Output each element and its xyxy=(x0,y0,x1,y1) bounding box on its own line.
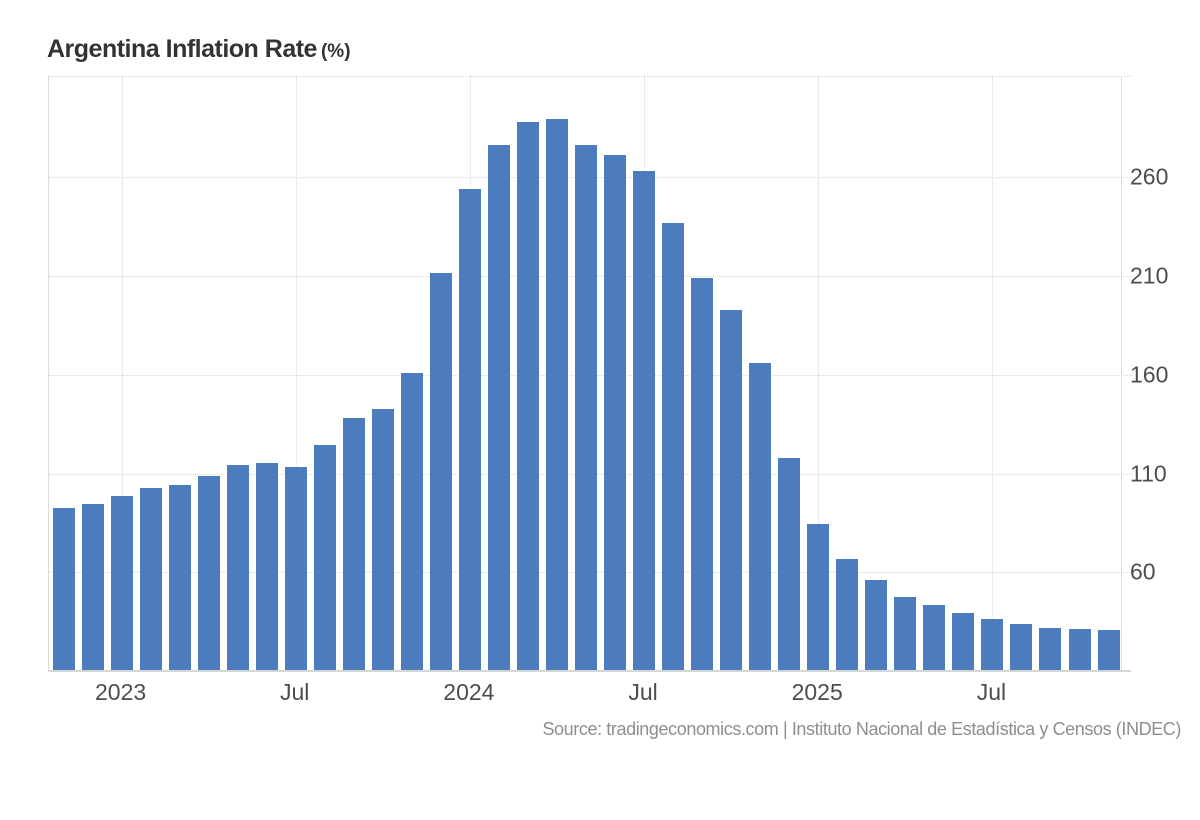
v-gridline xyxy=(121,76,123,670)
bar-jan-2024[interactable] xyxy=(458,188,481,670)
bar-dec-2023[interactable] xyxy=(429,273,452,670)
bar-jul-2023[interactable] xyxy=(284,466,307,670)
bar-jun-2024[interactable] xyxy=(604,154,626,670)
bar-dec-2024[interactable] xyxy=(778,458,801,670)
bar-sep-2025[interactable] xyxy=(1039,627,1062,670)
bar-oct-2025[interactable] xyxy=(1068,628,1091,670)
bar-oct-2024[interactable] xyxy=(720,309,743,670)
x-tick-label: Jul xyxy=(279,679,310,705)
bar-jul-2024[interactable] xyxy=(633,170,656,670)
bar-sep-2023[interactable] xyxy=(342,417,365,670)
bar-nov-2024[interactable] xyxy=(749,362,772,670)
plot-top-border xyxy=(49,76,1132,77)
bar-feb-2024[interactable] xyxy=(487,145,510,670)
bar-aug-2023[interactable] xyxy=(313,445,336,670)
bar-nov-2023[interactable] xyxy=(400,373,423,670)
y-tick-label: 160 xyxy=(1130,361,1169,388)
x-tick-label: Jul xyxy=(628,679,658,705)
y-tick-label: 210 xyxy=(1130,262,1169,289)
bar-aug-2025[interactable] xyxy=(1010,624,1033,670)
bar-jun-2023[interactable] xyxy=(255,462,278,670)
bar-feb-2025[interactable] xyxy=(836,558,859,670)
bar-jan-2023[interactable] xyxy=(110,495,133,670)
chart-title: Argentina Inflation Rate (%) xyxy=(47,34,351,68)
bar-nov-2022[interactable] xyxy=(52,508,75,670)
bar-oct-2023[interactable] xyxy=(371,408,394,670)
chart-title-text: Argentina Inflation Rate xyxy=(47,35,317,63)
chart-title-unit: (%) xyxy=(320,41,351,62)
y-tick-label: 60 xyxy=(1130,558,1156,585)
x-tick-label: Jul xyxy=(976,679,1007,705)
bar-mar-2024[interactable] xyxy=(516,122,539,670)
bar-nov-2025[interactable] xyxy=(1097,629,1120,670)
plot-area xyxy=(48,76,1132,670)
v-gridline xyxy=(818,76,820,670)
source-attribution: Source: tradingeconomics.com | Instituto… xyxy=(542,719,1181,739)
bar-jan-2025[interactable] xyxy=(807,523,830,670)
bar-may-2024[interactable] xyxy=(575,144,597,670)
bar-apr-2024[interactable] xyxy=(546,119,568,670)
v-gridline xyxy=(295,76,297,670)
bar-mar-2023[interactable] xyxy=(168,484,191,670)
bar-may-2023[interactable] xyxy=(226,465,249,670)
x-tick-label: 2025 xyxy=(791,679,843,705)
bar-apr-2025[interactable] xyxy=(894,597,917,670)
x-tick-label: 2024 xyxy=(443,679,495,705)
y-tick-label: 110 xyxy=(1130,460,1167,486)
y-tick-label: 260 xyxy=(1130,163,1169,190)
bar-aug-2024[interactable] xyxy=(662,223,685,670)
bar-may-2025[interactable] xyxy=(923,604,946,670)
v-gridline xyxy=(992,76,994,670)
bar-jul-2025[interactable] xyxy=(981,618,1004,670)
bar-feb-2023[interactable] xyxy=(139,488,162,670)
bar-dec-2022[interactable] xyxy=(81,503,104,670)
bar-apr-2023[interactable] xyxy=(197,475,220,670)
x-axis-line xyxy=(48,670,1131,672)
bar-sep-2024[interactable] xyxy=(691,278,714,670)
x-tick-label: 2023 xyxy=(95,679,147,705)
bar-mar-2025[interactable] xyxy=(865,580,888,670)
bar-jun-2025[interactable] xyxy=(952,612,975,670)
bars-layer xyxy=(49,76,1121,670)
